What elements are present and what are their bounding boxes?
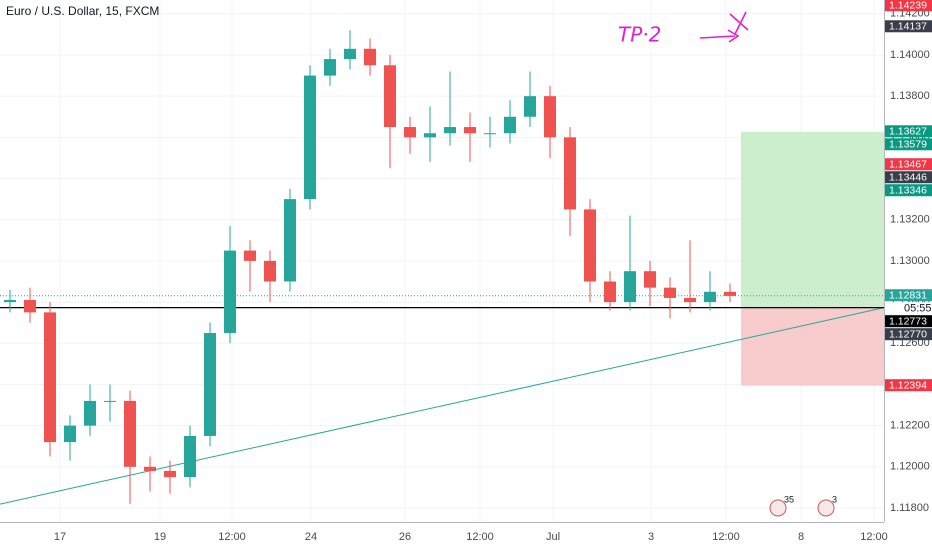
price-label-bg — [885, 171, 932, 184]
event-icon — [769, 499, 787, 517]
candle-body — [164, 470, 176, 478]
countdown-bg — [885, 302, 932, 315]
annotation: TP·2 — [618, 23, 661, 47]
candle-body — [364, 48, 376, 66]
candle-body — [464, 127, 476, 134]
chart-title: Euro / U.S. Dollar, 15, FXCM — [6, 4, 159, 18]
event-count: 35 — [784, 494, 794, 504]
price-label: 1.13467 — [889, 159, 927, 171]
y-tick-label: 1.13000 — [890, 255, 930, 267]
axes: 1.118001.120001.122001.124001.126001.128… — [54, 0, 932, 543]
profit-zone — [741, 131, 884, 308]
candle-body — [404, 127, 416, 138]
y-tick-label: 1.11800 — [890, 502, 929, 514]
x-tick-label: 8 — [798, 531, 804, 543]
candle-body — [4, 300, 16, 303]
candle-body — [224, 250, 236, 333]
price-label-bg — [885, 125, 932, 138]
price-label: 1.12770 — [889, 328, 927, 340]
price-label: 1.13579 — [889, 139, 927, 151]
candle-body — [284, 199, 296, 282]
candle-body — [544, 96, 556, 138]
price-label: 1.14239 — [889, 0, 927, 12]
price-label: 1.13446 — [889, 172, 927, 184]
candle-body — [524, 96, 536, 117]
price-label: 1.14137 — [889, 21, 927, 33]
candle-body — [624, 271, 636, 303]
candle-body — [604, 281, 616, 303]
y-tick-label: 1.13200 — [890, 214, 930, 226]
candle-body — [104, 400, 116, 402]
x-tick-label: 3 — [648, 531, 654, 543]
candle-body — [684, 297, 696, 303]
price-label: 1.12831 — [889, 289, 927, 301]
candle-body — [664, 287, 676, 298]
x-tick-label: 19 — [154, 531, 166, 543]
price-label-bg — [885, 184, 932, 197]
x-tick-label: 12:00 — [218, 531, 246, 543]
x-tick-label: 12:00 — [860, 531, 888, 543]
price-label-bg — [885, 158, 932, 171]
price-label: 1.12394 — [889, 379, 927, 391]
price-label: 1.12773 — [889, 315, 927, 327]
candle-body — [444, 127, 456, 134]
candle-body — [244, 250, 256, 261]
candle-body — [424, 133, 436, 138]
x-tick-label: 12:00 — [712, 531, 740, 543]
candle-body — [504, 116, 516, 134]
candle-body — [324, 59, 336, 76]
candle-body — [24, 300, 36, 313]
price-label-bg — [885, 289, 932, 302]
price-label-bg — [885, 328, 932, 341]
price-label-bg — [885, 20, 932, 33]
candle-body — [44, 312, 56, 443]
price-label: 1.13346 — [889, 185, 927, 197]
loss-zone — [741, 307, 884, 386]
candle-body — [704, 291, 716, 303]
price-label-bg — [885, 138, 932, 151]
price-label-bg — [885, 315, 932, 328]
price-label: 1.13627 — [889, 126, 927, 138]
event-icon — [817, 499, 835, 517]
y-tick-label: 1.12200 — [890, 420, 930, 432]
y-tick-label: 1.12000 — [890, 461, 930, 473]
candle-body — [204, 332, 216, 436]
candle-body — [724, 291, 736, 296]
countdown: 05:55 — [904, 303, 932, 315]
x-tick-label: Jul — [546, 531, 560, 543]
trendline — [0, 307, 885, 505]
y-tick-label: 1.13800 — [890, 90, 930, 102]
x-tick-label: 26 — [399, 531, 411, 543]
price-label-bg — [885, 379, 932, 392]
candle-body — [484, 133, 496, 135]
candle-body — [124, 400, 136, 467]
candle-body — [144, 466, 156, 471]
candle-body — [384, 65, 396, 128]
plot — [0, 30, 885, 505]
annotation-arrow — [699, 11, 749, 43]
candle-body — [344, 48, 356, 60]
x-tick-label: 17 — [54, 531, 66, 543]
candle-body — [304, 75, 316, 200]
candle-body — [644, 271, 656, 288]
event-count: 3 — [832, 494, 837, 504]
grid — [0, 0, 884, 522]
candle-body — [84, 400, 96, 426]
candle-body — [64, 425, 76, 443]
x-tick-label: 12:00 — [466, 531, 494, 543]
y-tick-label: 1.14000 — [890, 49, 930, 61]
candle-body — [184, 435, 196, 478]
price-label-bg — [885, 0, 932, 12]
x-tick-label: 24 — [305, 531, 317, 543]
candle-body — [264, 260, 276, 282]
candle-body — [564, 137, 576, 210]
candle-body — [584, 209, 596, 282]
